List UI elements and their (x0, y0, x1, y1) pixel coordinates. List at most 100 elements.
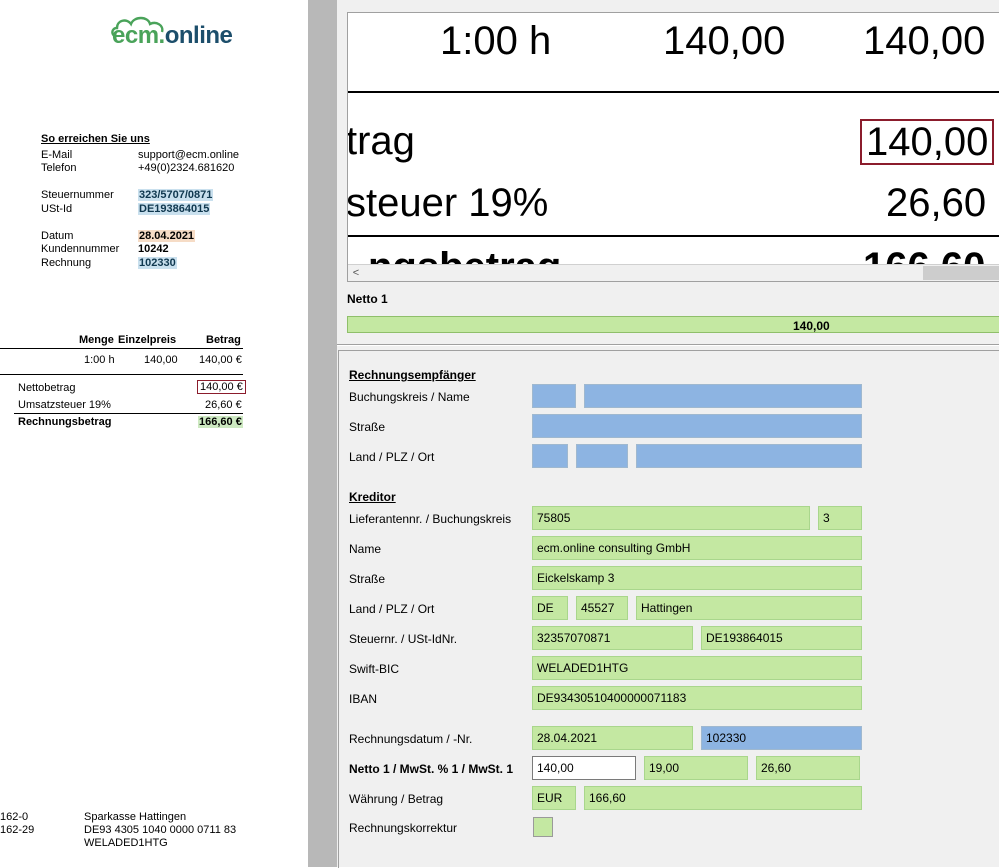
logo-text-dot: . (158, 22, 166, 49)
creditor-name-field[interactable]: ecm.online consulting GmbH (532, 536, 862, 560)
creditor-land-label: Land / PLZ / Ort (349, 602, 435, 616)
zoom-rule-1 (348, 91, 999, 93)
zoom-ust-label: steuer 19% (347, 181, 549, 225)
creditor-strasse-field[interactable]: Eickelskamp 3 (532, 566, 862, 590)
invoice-betrag-field[interactable]: 166,60 (584, 786, 862, 810)
recipient-land-label: Land / PLZ / Ort (349, 450, 435, 464)
creditor-section-title: Kreditor (349, 490, 396, 504)
kundennummer-label: Kundennummer (41, 243, 120, 255)
row-betrag: 140,00 € (199, 354, 242, 366)
rechnung-value: 102330 (138, 257, 177, 269)
recipient-name-field[interactable] (584, 384, 862, 408)
email-label: E-Mail (41, 149, 73, 161)
zoom-preview: 1:00 h 140,00 140,00 trag 140,00 steuer … (347, 12, 999, 282)
form-area (338, 350, 999, 868)
invoice-datum-field[interactable]: 28.04.2021 (532, 726, 693, 750)
umsatzsteuer-label: Umsatzsteuer 19% (18, 399, 111, 411)
cloud-icon (111, 16, 164, 38)
zoom-netto-label: trag (347, 119, 415, 163)
invoice-waehrung-label: Währung / Betrag (349, 792, 444, 806)
phone-label: Telefon (41, 162, 77, 174)
netto-panel-title: Netto 1 (347, 292, 388, 306)
creditor-name-label: Name (349, 542, 382, 556)
rechnungsbetrag-value: 166,60 € (198, 416, 243, 428)
umsatzsteuer-value: 26,60 € (205, 399, 242, 411)
col-header-einzelpreis: Einzelpreis (118, 334, 177, 346)
creditor-strasse-label: Straße (349, 572, 386, 586)
invoice-waehrung-field[interactable]: EUR (532, 786, 576, 810)
creditor-swift-label: Swift-BIC (349, 662, 400, 676)
phone-value: +49(0)2324.681620 (138, 162, 235, 174)
creditor-steuernr-field[interactable]: 32357070871 (532, 626, 693, 650)
footer-bic: WELADED1HTG (84, 837, 168, 849)
recipient-buchungskreis-label: Buchungskreis / Name (349, 390, 470, 404)
splitter[interactable] (308, 0, 338, 867)
invoice-netto-field[interactable]: 140,00 (532, 756, 636, 780)
invoice-document: ecm.online So erreichen Sie uns E-Mail s… (0, 0, 308, 867)
zoom-ust-value: 26,60 (886, 181, 987, 225)
creditor-ustid-field[interactable]: DE193864015 (701, 626, 862, 650)
invoice-netto-label: Netto 1 / MwSt. % 1 / MwSt. 1 (349, 762, 514, 776)
col-header-betrag: Betrag (206, 334, 241, 346)
invoice-korrektur-label: Rechnungskorrektur (349, 821, 458, 835)
logo-text-ecm: ecm (112, 22, 159, 49)
rechnungsbetrag-label: Rechnungsbetrag (18, 416, 112, 428)
panel-divider (337, 344, 999, 346)
table-header-rule (0, 348, 243, 349)
zoom-betrag: 140,00 (863, 19, 986, 63)
footer-left-line2: 162-29 (0, 824, 35, 836)
scrollbar-thumb[interactable] (923, 266, 999, 280)
creditor-plz-field[interactable]: 45527 (576, 596, 628, 620)
zoom-menge: 1:00 h (440, 19, 552, 63)
zoom-einzelpreis: 140,00 (663, 19, 786, 63)
zoom-rule-2 (348, 235, 999, 237)
creditor-buchungskreis-field[interactable]: 3 (818, 506, 862, 530)
creditor-iban-label: IBAN (349, 692, 378, 706)
footer-left-line1: 162-0 (0, 811, 29, 823)
row-einzelpreis: 140,00 (144, 354, 178, 366)
table-row-rule (0, 374, 243, 375)
recipient-strasse-label: Straße (349, 420, 386, 434)
datum-value: 28.04.2021 (138, 230, 196, 242)
invoice-nr-field[interactable]: 102330 (701, 726, 862, 750)
recipient-ort-field[interactable] (636, 444, 862, 468)
contact-title: So erreichen Sie uns (41, 133, 150, 145)
recipient-section-title: Rechnungsempfänger (349, 368, 476, 382)
creditor-lieferant-label: Lieferantennr. / Buchungskreis (349, 512, 512, 526)
creditor-iban-field[interactable]: DE93430510400000071183 (532, 686, 862, 710)
datum-label: Datum (41, 230, 74, 242)
invoice-mwst-pct-field[interactable]: 19,00 (644, 756, 748, 780)
recipient-land-field[interactable] (532, 444, 568, 468)
creditor-steuer-label: Steuernr. / USt-IdNr. (349, 632, 458, 646)
recipient-plz-field[interactable] (576, 444, 628, 468)
row-menge: 1:00 h (84, 354, 115, 366)
invoice-datum-label: Rechnungsdatum / -Nr. (349, 732, 473, 746)
footer-iban: DE93 4305 1040 0000 0711 83 (84, 824, 237, 836)
invoice-korrektur-checkbox[interactable] (533, 817, 553, 837)
recipient-strasse-field[interactable] (532, 414, 862, 438)
invoice-mwst-field[interactable]: 26,60 (756, 756, 860, 780)
col-header-menge: Menge (79, 334, 114, 346)
email-value: support@ecm.online (138, 149, 240, 161)
netto-bar: 140,00 (347, 316, 999, 333)
creditor-lieferantennr-field[interactable]: 75805 (532, 506, 810, 530)
kundennummer-value: 10242 (138, 243, 169, 255)
netto-bar-value: 140,00 (793, 319, 830, 333)
ustid-value: DE193864015 (138, 203, 211, 215)
nettobetrag-label: Nettobetrag (18, 382, 76, 394)
creditor-land-field[interactable]: DE (532, 596, 568, 620)
footer-bank-name: Sparkasse Hattingen (84, 811, 187, 823)
horizontal-scrollbar[interactable]: < (348, 264, 999, 281)
totals-rule (14, 413, 243, 414)
nettobetrag-value: 140,00 € (197, 380, 246, 394)
scroll-left-icon[interactable]: < (352, 267, 360, 279)
ecm-online-logo: ecm.online (110, 14, 240, 54)
recipient-buchungskreis-field[interactable] (532, 384, 576, 408)
rechnung-label: Rechnung (41, 257, 92, 269)
steuernummer-label: Steuernummer (41, 189, 114, 201)
creditor-swift-field[interactable]: WELADED1HTG (532, 656, 862, 680)
steuernummer-value: 323/5707/0871 (138, 189, 214, 201)
logo-text-online: online (164, 22, 233, 49)
creditor-ort-field[interactable]: Hattingen (636, 596, 862, 620)
zoom-netto-value: 140,00 (860, 119, 995, 165)
